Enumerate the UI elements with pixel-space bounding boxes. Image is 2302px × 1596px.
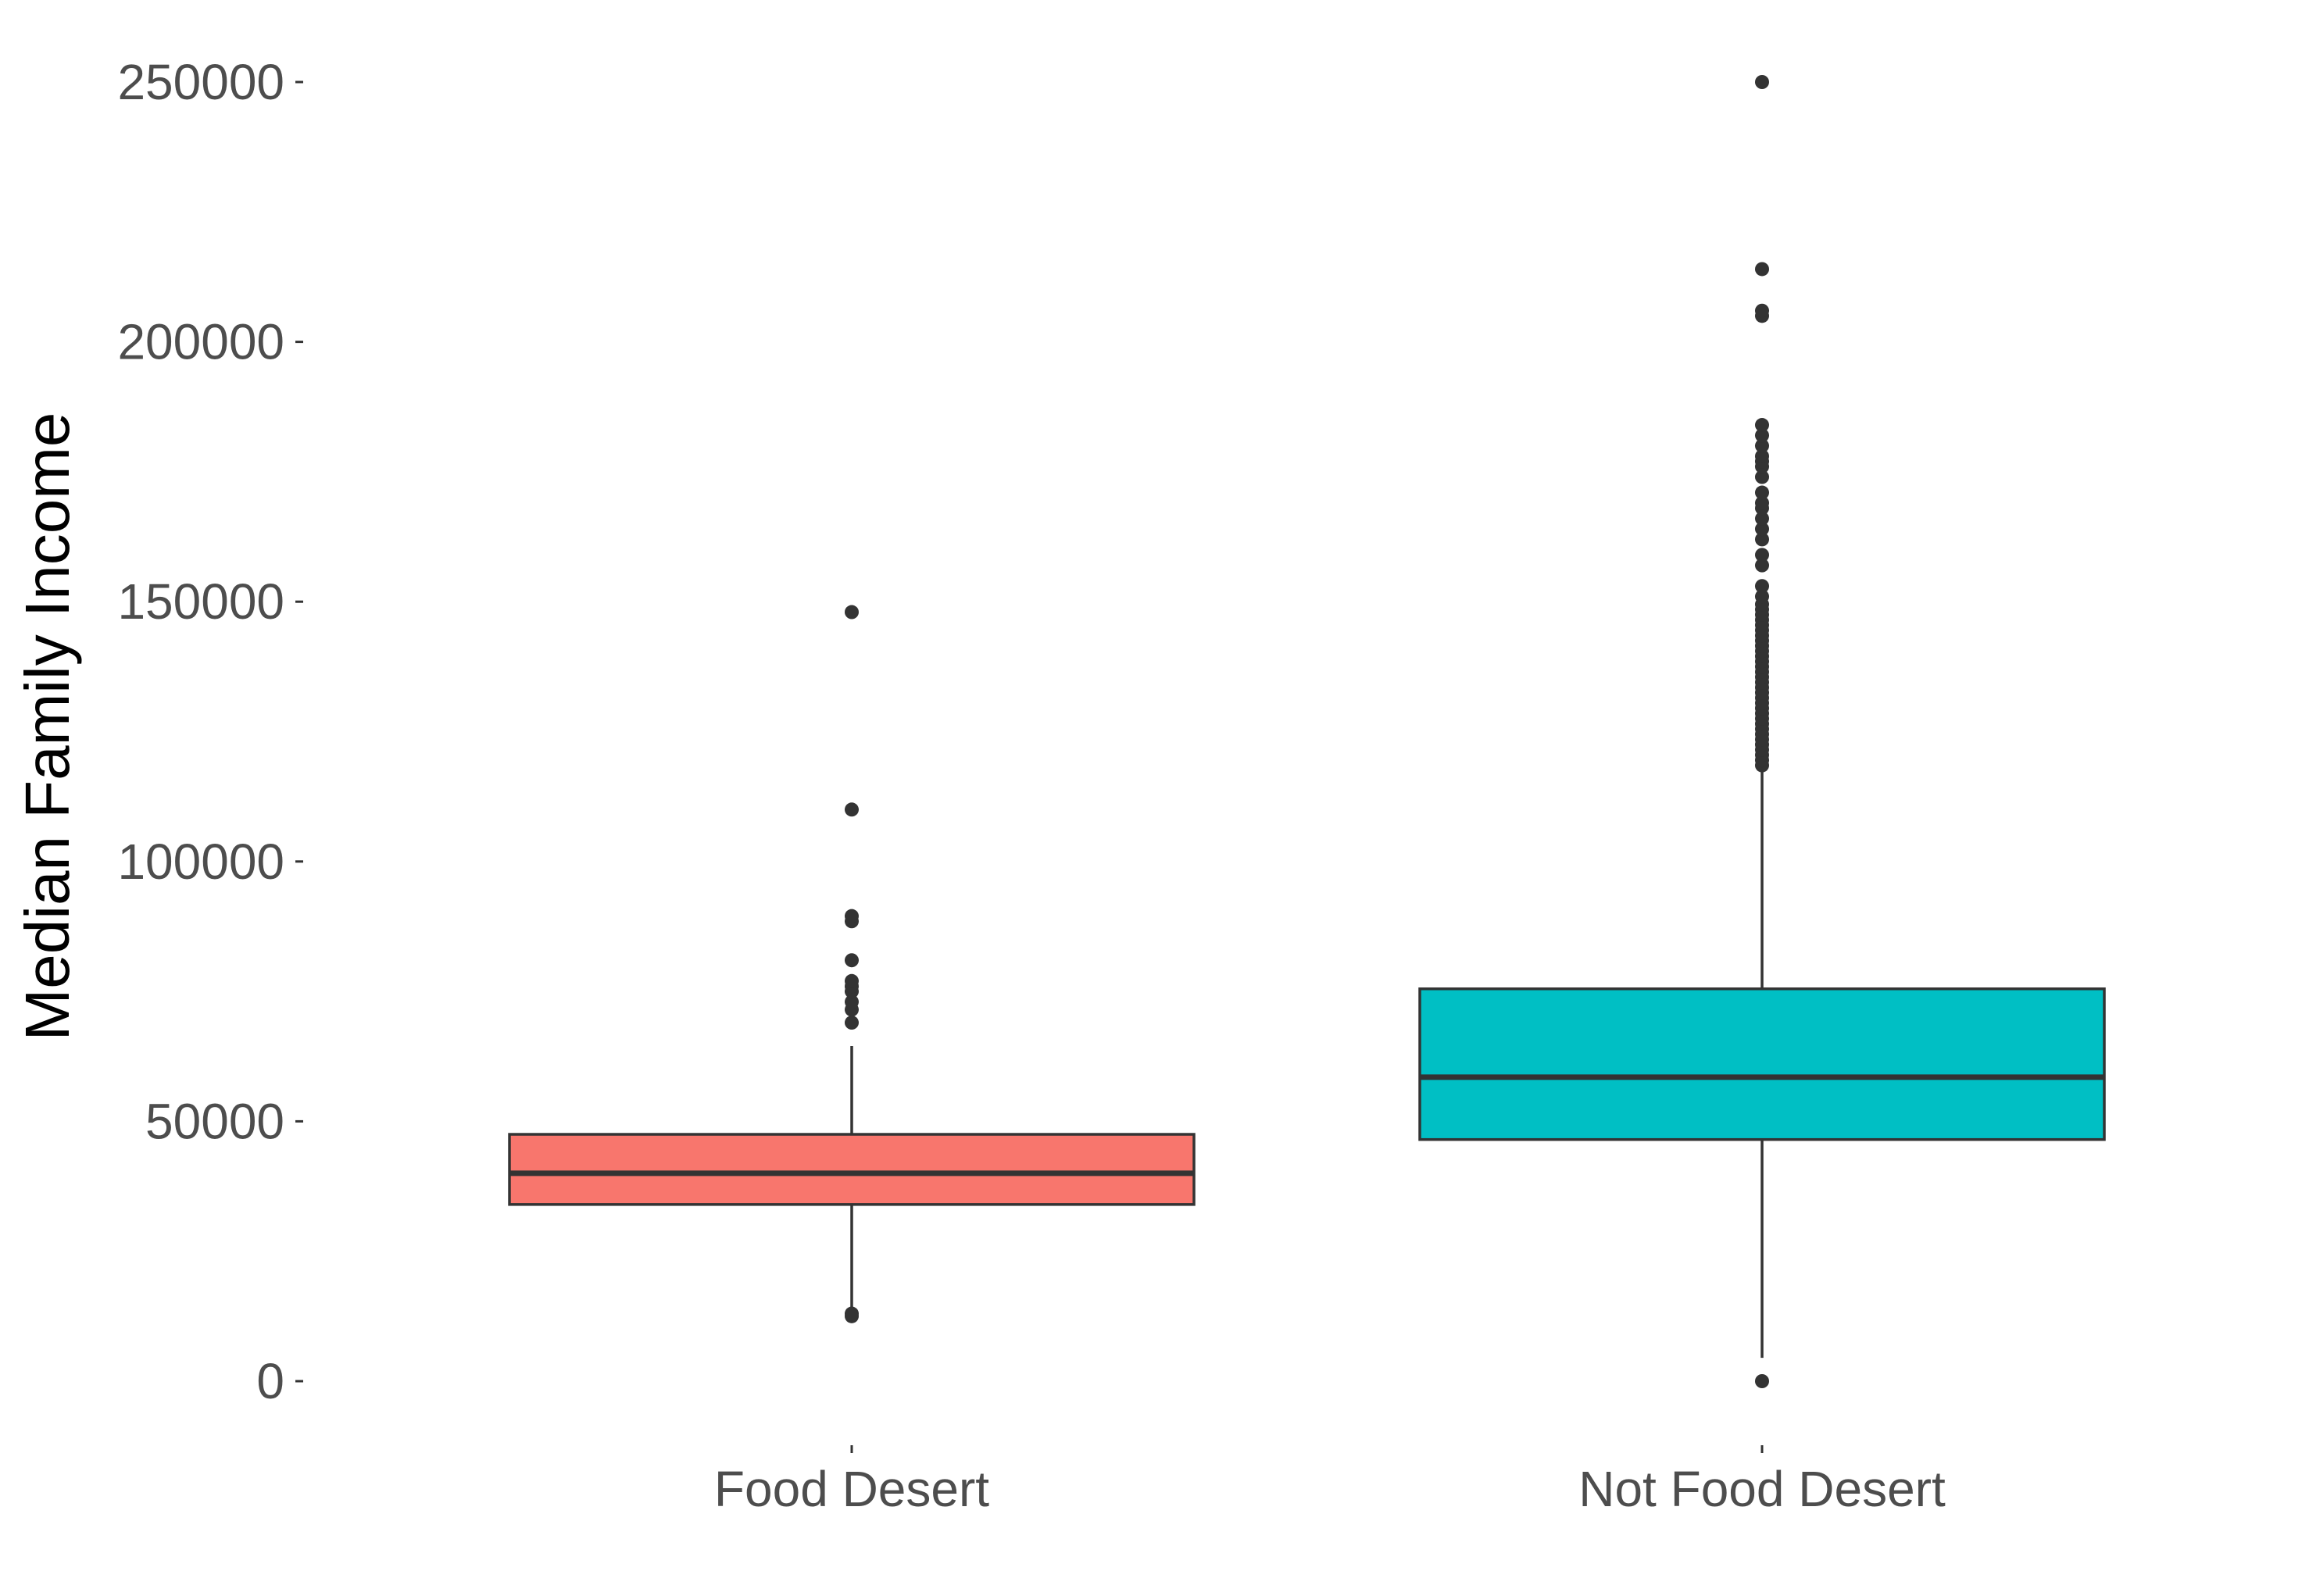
y-tick-label: 100000 [117, 834, 284, 890]
y-axis: 0 50000 100000 150000 200000 250000 [117, 54, 303, 1409]
outlier-point [1755, 418, 1769, 433]
box-group-not-food-desert [1418, 75, 2106, 1388]
outlier-point [1755, 548, 1769, 562]
x-tick-label: Not Food Desert [1578, 1461, 1946, 1517]
outlier-point [845, 1016, 859, 1030]
outlier-point [845, 994, 859, 1009]
outlier-point [1755, 448, 1769, 463]
outlier-point [1755, 262, 1769, 277]
x-axis: Food Desert Not Food Desert [714, 1445, 1946, 1517]
iqr-box [1418, 987, 2106, 1141]
outlier-point [1755, 303, 1769, 318]
outlier-point [845, 909, 859, 923]
outlier-point [1755, 1374, 1769, 1388]
outlier-point [1755, 522, 1769, 537]
y-tick-label: 0 [256, 1353, 284, 1409]
y-tick-label: 250000 [117, 54, 284, 110]
outlier-point [1755, 589, 1769, 604]
outlier-point [1755, 532, 1769, 547]
x-tick-label: Food Desert [714, 1461, 989, 1517]
iqr-box [508, 1133, 1196, 1206]
y-tick-label: 150000 [117, 573, 284, 630]
outlier-point [1755, 558, 1769, 573]
outlier-point [845, 953, 859, 968]
outlier-point [1755, 495, 1769, 510]
outlier-point [845, 605, 859, 619]
outlier-point [1755, 470, 1769, 484]
y-axis-title: Median Family Income [13, 412, 82, 1041]
outlier-point [1755, 511, 1769, 526]
outlier-point [1755, 485, 1769, 500]
outlier-point [845, 973, 859, 988]
box-group-food-desert [508, 605, 1196, 1323]
outlier-point [845, 1306, 859, 1321]
y-tick-label: 200000 [117, 314, 284, 370]
outlier-point [845, 802, 859, 817]
plot-area [508, 75, 2106, 1388]
y-tick-label: 50000 [145, 1093, 284, 1149]
outlier-point [1755, 579, 1769, 594]
outlier-point [1755, 438, 1769, 453]
outlier-point [1755, 75, 1769, 89]
outlier-point [1755, 428, 1769, 443]
